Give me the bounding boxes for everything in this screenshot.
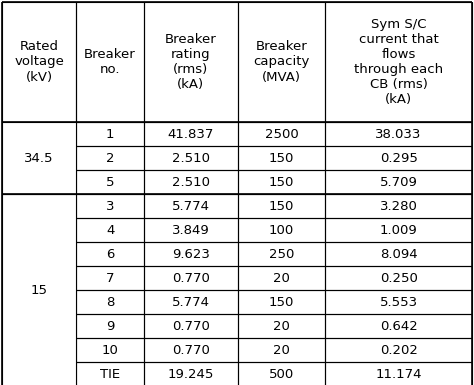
Text: 2500: 2500 [265, 127, 299, 141]
Text: 38.033: 38.033 [375, 127, 422, 141]
Text: 6: 6 [106, 248, 114, 261]
Text: 41.837: 41.837 [168, 127, 214, 141]
Text: 8.094: 8.094 [380, 248, 418, 261]
Text: 1.009: 1.009 [380, 224, 418, 236]
Text: Breaker
no.: Breaker no. [84, 48, 136, 76]
Text: 2.510: 2.510 [172, 152, 210, 164]
Text: 150: 150 [269, 199, 294, 213]
Text: 8: 8 [106, 296, 114, 308]
Text: 250: 250 [269, 248, 294, 261]
Text: 0.770: 0.770 [172, 271, 210, 285]
Text: 9: 9 [106, 320, 114, 333]
Text: 0.770: 0.770 [172, 320, 210, 333]
Text: 20: 20 [273, 271, 290, 285]
Text: 500: 500 [269, 368, 294, 380]
Text: 34.5: 34.5 [25, 152, 54, 164]
Text: 0.202: 0.202 [380, 343, 418, 357]
Text: 3: 3 [106, 199, 114, 213]
Text: 0.642: 0.642 [380, 320, 418, 333]
Text: 5.709: 5.709 [380, 176, 418, 189]
Text: Breaker
capacity
(MVA): Breaker capacity (MVA) [254, 40, 310, 84]
Text: 3.280: 3.280 [380, 199, 418, 213]
Text: 0.770: 0.770 [172, 343, 210, 357]
Text: 5.774: 5.774 [172, 296, 210, 308]
Text: Sym S/C
current that
flows
through each
CB (rms)
(kA): Sym S/C current that flows through each … [354, 18, 443, 106]
Text: 1: 1 [106, 127, 114, 141]
Text: 150: 150 [269, 152, 294, 164]
Bar [2, 122, 76, 385]
Text: 4: 4 [106, 224, 114, 236]
Text: 0.295: 0.295 [380, 152, 418, 164]
Text: 10: 10 [101, 343, 118, 357]
Text: 5: 5 [106, 176, 114, 189]
Text: 20: 20 [273, 343, 290, 357]
Text: 2: 2 [106, 152, 114, 164]
Text: 5.553: 5.553 [380, 296, 418, 308]
Text: 19.245: 19.245 [168, 368, 214, 380]
Text: 150: 150 [269, 296, 294, 308]
Text: 15: 15 [31, 283, 48, 296]
Text: Breaker
rating
(rms)
(kA): Breaker rating (rms) (kA) [165, 33, 217, 91]
Text: 9.623: 9.623 [172, 248, 210, 261]
Text: 150: 150 [269, 176, 294, 189]
Text: 100: 100 [269, 224, 294, 236]
Text: 5.774: 5.774 [172, 199, 210, 213]
Text: 3.849: 3.849 [172, 224, 210, 236]
Text: 2.510: 2.510 [172, 176, 210, 189]
Text: 7: 7 [106, 271, 114, 285]
Text: Rated
voltage
(kV): Rated voltage (kV) [14, 40, 64, 84]
Text: 0.250: 0.250 [380, 271, 418, 285]
Text: 20: 20 [273, 320, 290, 333]
Text: 11.174: 11.174 [375, 368, 422, 380]
Text: TIE: TIE [100, 368, 120, 380]
